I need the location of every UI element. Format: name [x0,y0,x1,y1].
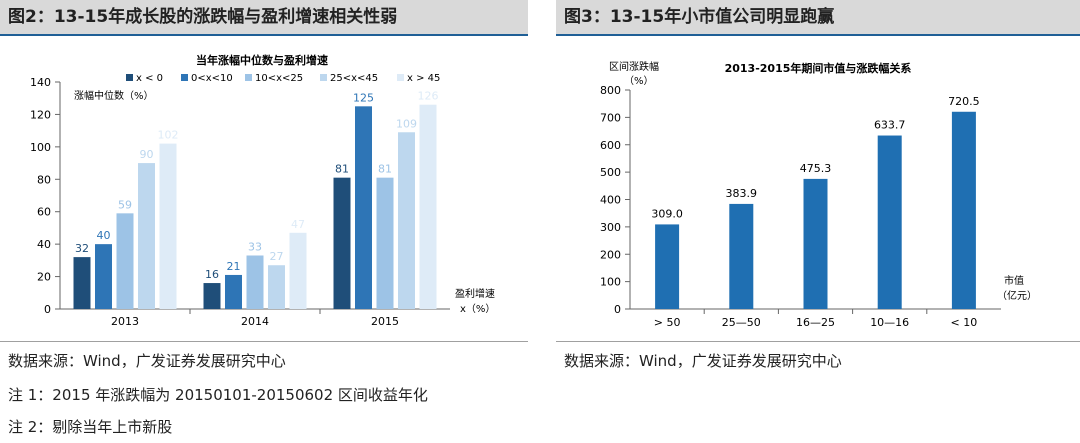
y-tick-label: 600 [600,139,621,152]
y-tick-label: 100 [600,276,621,289]
bar-value-label: 59 [118,198,132,211]
x-axis-title-line-1: 市值 [1004,274,1024,287]
bar [138,163,155,309]
bar-value-label: 32 [75,242,89,255]
legend-label: x < 0 [136,73,163,84]
bar [95,244,112,309]
bar-value-label: 27 [270,250,284,263]
y-tick-label: 0 [614,303,621,316]
bar [877,135,902,309]
x-category-label: < 10 [951,316,978,329]
legend-label: x > 45 [407,73,440,84]
bar [203,283,221,309]
y-tick-label: 80 [37,173,51,186]
bar [803,178,828,309]
y-tick-label: 800 [600,84,621,97]
x-axis-title-line-2: x（%） [460,303,495,315]
legend-label: 25<x<45 [330,73,378,84]
x-category-label: 16—25 [796,316,835,329]
y-tick-label: 20 [37,271,51,284]
y-tick-label: 500 [600,166,621,179]
legend-swatch [320,74,327,81]
bar-value-label: 720.5 [948,95,980,108]
bar-value-label: 81 [335,163,349,176]
legend-swatch [181,74,188,81]
legend-label: 10<x<25 [255,73,303,84]
growth-vs-return-chart: 当年涨幅中位数与盈利增速 0 20 40 60 80 100 120 140 涨幅中位数（%） x … [30,53,495,328]
bar [246,255,264,309]
bar [116,213,134,309]
x-category-label: 25—50 [722,316,761,329]
x-category-label: 2013 [111,315,139,328]
y-axis-title-line-2: （%） [624,75,654,87]
x-category-label: 2015 [371,315,399,328]
bar [398,132,415,309]
figure-3-divider [556,341,1080,342]
bar-value-label: 21 [227,260,241,273]
figure-3-chart-area: 2013-2015年期间市值与涨跌幅关系 区间涨跌幅 （%） 0 100 200 300 40… [556,38,1080,336]
y-tick-label: 400 [600,194,621,207]
figure-2-note-2: 注 2：剔除当年上市新股 [8,418,173,436]
bar [73,257,91,309]
y-tick-label: 200 [600,248,621,261]
bar-value-label: 47 [291,218,305,231]
bar [419,104,437,309]
figure-3-panel: 图3：13-15年小市值公司明显跑赢 2013-2015年期间市值与涨跌幅关系 区… [556,0,1080,370]
y-tick-label: 140 [30,76,51,89]
y-tick-label: 0 [44,303,51,316]
y-tick-label: 120 [30,108,51,121]
bar [729,203,754,309]
y-tick-label: 700 [600,111,621,124]
bar-value-label: 309.0 [651,207,683,220]
legend-swatch [245,74,252,81]
bar-value-label: 109 [396,117,417,130]
bar-value-label: 16 [205,268,219,281]
x-category-label: 2014 [241,315,269,328]
figure-2-panel: 图2：13-15年成长股的涨跌幅与盈利增速相关性弱 当年涨幅中位数与盈利增速 0 2… [0,0,528,436]
bar [289,232,307,309]
x-category-label: > 50 [654,316,681,329]
x-axis-title-line-1: 盈利增速 [455,287,495,300]
y-tick-label: 300 [600,221,621,234]
figure-3-title: 图3：13-15年小市值公司明显跑赢 [556,0,1080,36]
figure-2-divider [0,341,528,342]
bar [159,143,177,309]
legend-swatch [126,74,133,81]
figure-2-chart-area: 当年涨幅中位数与盈利增速 0 20 40 60 80 100 120 140 涨幅中位数（%） x … [0,38,528,336]
bar-value-label: 633.7 [874,119,906,132]
bar [225,274,242,309]
bar-value-label: 383.9 [726,187,758,200]
y-tick-label: 100 [30,141,51,154]
figure-2-source: 数据来源：Wind，广发证券发展研究中心 [8,352,286,370]
figure-2-title: 图2：13-15年成长股的涨跌幅与盈利增速相关性弱 [0,0,528,36]
bar-value-label: 90 [140,148,154,161]
bar [333,177,351,309]
legend-label: 0<x<10 [191,73,233,84]
x-axis-title-line-2: （亿元） [997,289,1037,302]
bar-value-label: 40 [97,229,111,242]
bar-value-label: 81 [378,163,392,176]
chart-title: 2013-2015年期间市值与涨跌幅关系 [725,61,912,75]
bar [268,265,285,309]
bar-value-label: 475.3 [800,162,832,175]
x-category-label: 10—16 [870,316,909,329]
bar-value-label: 126 [418,90,439,103]
bar [376,177,394,309]
y-axis-title: 涨幅中位数（%） [74,89,154,102]
bar-value-label: 33 [248,240,262,253]
y-axis-title-line-1: 区间涨跌幅 [609,60,659,73]
market-cap-vs-return-chart: 2013-2015年期间市值与涨跌幅关系 区间涨跌幅 （%） 0 100 200 300 40… [600,60,1037,329]
bar [655,224,680,309]
y-tick-label: 60 [37,206,51,219]
bar [355,106,372,309]
legend-swatch [397,74,404,81]
bar-value-label: 125 [353,91,374,104]
chart-title: 当年涨幅中位数与盈利增速 [196,53,328,67]
figure-3-source: 数据来源：Wind，广发证券发展研究中心 [564,352,842,370]
figure-2-note-1: 注 1：2015 年涨跌幅为 20150101-20150602 区间收益年化 [8,386,428,404]
y-tick-label: 40 [37,238,51,251]
bar-value-label: 102 [158,129,179,142]
bar [951,111,976,309]
